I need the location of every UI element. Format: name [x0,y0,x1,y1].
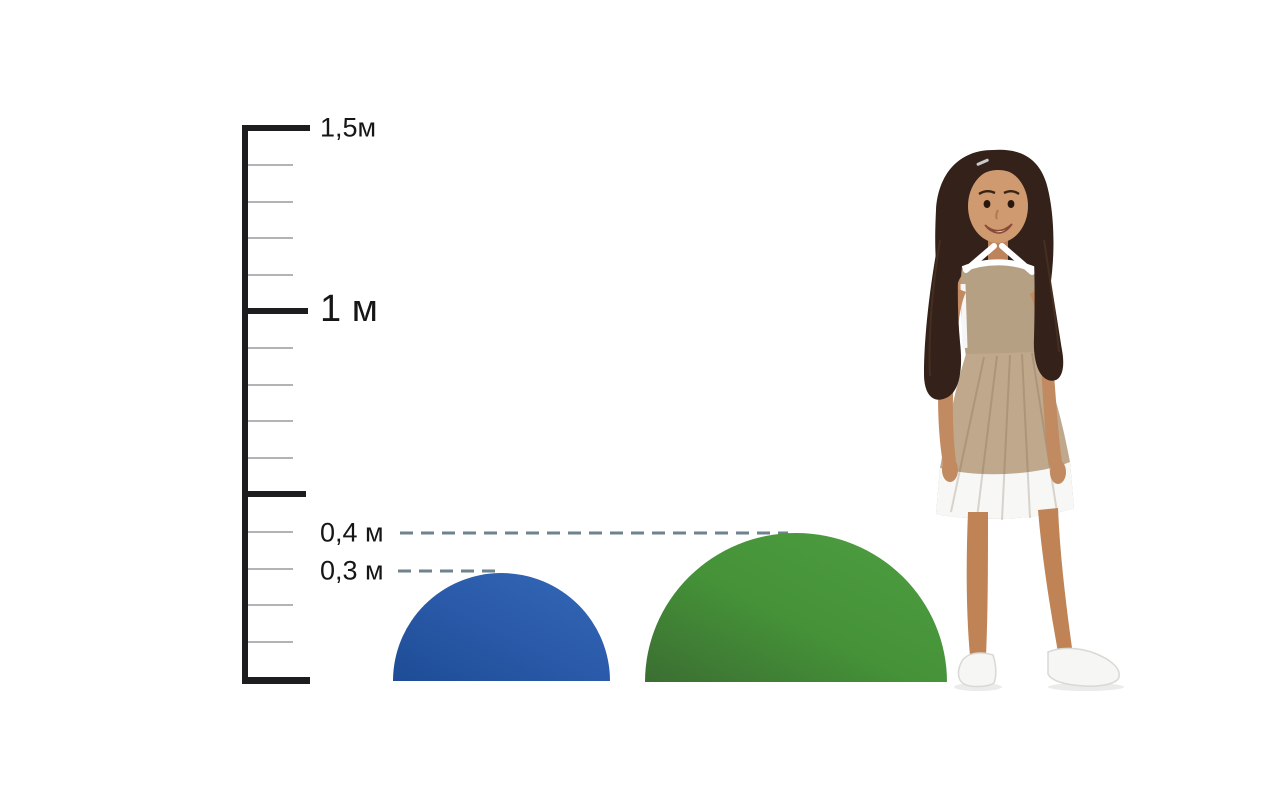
ruler-baseline [242,677,310,684]
ruler-spine [242,125,248,684]
measurement-label-0-3m: 0,3 м [320,555,384,586]
hair-clip [976,158,989,166]
nose [995,209,999,220]
right-hand [1050,460,1066,484]
measurement-ruler [242,125,310,684]
ruler-minor-ticks [246,164,293,643]
blue-dome [393,573,610,681]
right-shoe [1047,647,1120,687]
hair-highlights [928,239,1060,377]
left-shoe [957,652,997,688]
ruler-tick-1m [242,308,308,314]
dress-bodice [960,266,1040,356]
left-hand [942,458,958,482]
right-eyebrow [1003,190,1020,196]
right-leg [1038,508,1072,652]
measurement-label-0-4m: 0,4 м [320,517,384,548]
hair-lock-left [924,212,962,400]
ruler-label-1-5m: 1,5м [320,112,377,143]
dress-strap-right [999,243,1035,275]
smile [984,223,1013,234]
ruler-tick-0-5m [242,491,306,497]
dress-strap-left [963,243,997,273]
right-eye [1007,200,1015,208]
ruler-label-1m: 1 м [320,288,378,330]
girl-figure [924,149,1124,691]
hair-lock-right [1032,218,1064,381]
dress-hem-band [936,462,1074,519]
face [968,169,1028,243]
ruler-tick-1-5m [242,125,310,131]
skirt-pleats [950,352,1058,521]
left-eye [983,200,991,208]
left-leg [966,512,988,656]
green-dome [645,533,947,682]
left-eyebrow [978,190,996,196]
